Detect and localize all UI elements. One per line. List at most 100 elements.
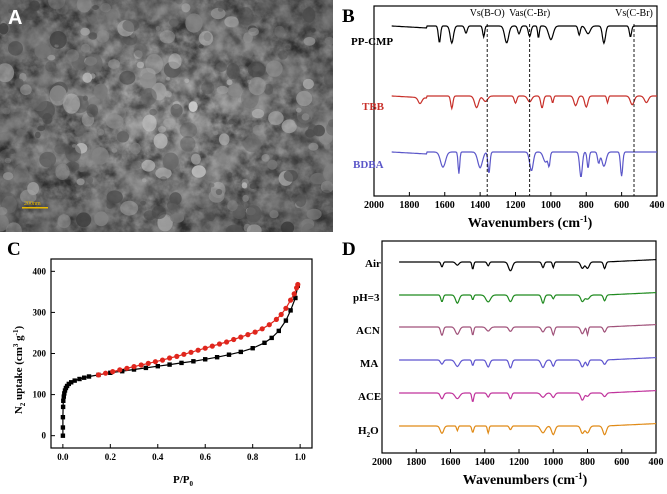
panel-c-isotherm-chart: C 0.0 0.2 0.4 0.6 0.8 1.0 0 100 200 300 400 N2 upt… (0, 233, 333, 489)
panel-d-letter: D (342, 239, 356, 260)
panel-d-ftir-chart: D Air pH=3 ACN MA ACE H2O 2000 1800 1600 14… (334, 233, 667, 489)
data-point-desorption (145, 360, 151, 366)
series-label-h2o: H2O (358, 425, 379, 439)
data-point-desorption (181, 351, 187, 357)
data-point-adsorption (214, 355, 220, 360)
data-point-desorption (291, 291, 297, 297)
x-tick-label: 1800 (406, 457, 426, 468)
data-point-adsorption (120, 369, 125, 374)
data-point-adsorption (250, 346, 255, 351)
data-point-adsorption (77, 376, 82, 382)
panel-b-letter: B (342, 6, 355, 27)
data-point-adsorption (131, 367, 137, 372)
data-point-desorption (159, 357, 166, 363)
data-point-desorption (238, 334, 244, 340)
data-point-adsorption (69, 380, 74, 385)
series-label-ph3: pH=3 (353, 292, 380, 304)
data-point-adsorption (191, 359, 196, 364)
data-point-adsorption (269, 335, 274, 341)
series-line-ma (399, 357, 656, 369)
x-tick-label: 2000 (372, 457, 392, 468)
y-tick-label: 100 (33, 390, 47, 400)
x-tick-label: 600 (614, 200, 629, 211)
panel-c-svg: C 0.0 0.2 0.4 0.6 0.8 1.0 0 100 200 300 400 N2 upt… (7, 239, 313, 488)
x-tick-label: 1000 (541, 200, 561, 211)
data-point-adsorption (293, 295, 298, 301)
panel-c-xlabel: P/P0 (173, 474, 194, 488)
data-point-adsorption (62, 391, 67, 396)
data-point-adsorption (238, 349, 243, 355)
data-point-desorption (283, 305, 289, 311)
panel-b-frame (373, 5, 658, 197)
data-point-desorption (278, 311, 284, 318)
x-tick-label: 0.4 (152, 452, 164, 462)
data-point-adsorption (276, 328, 281, 334)
panel-a-sem-image: A 200nm (0, 0, 333, 232)
x-tick-label: 1200 (506, 200, 526, 211)
data-point-desorption (138, 362, 144, 368)
panel-b-ftir-chart: B Vs(B-O) Vas(C-Br) Vs(C-Br) PP-CMP TBB … (334, 0, 667, 232)
x-tick-label: 1.0 (295, 452, 307, 462)
data-point-desorption (209, 343, 215, 349)
series-line-pp-cmp (391, 25, 657, 45)
series-label-bdba: BDBA (353, 159, 384, 171)
scale-bar (22, 207, 48, 209)
data-point-adsorption (283, 318, 289, 323)
series-line-air (399, 259, 656, 272)
x-tick-label: 400 (650, 200, 665, 211)
x-tick-label: 1200 (509, 457, 529, 468)
panel-c-ylabel: N2 uptake (cm3 g-1) (12, 326, 27, 415)
x-tick-label: 1400 (470, 200, 490, 211)
data-point-adsorption (66, 381, 71, 387)
series-line-ace (399, 390, 656, 402)
panel-b-svg: B Vs(B-O) Vas(C-Br) Vs(C-Br) PP-CMP TBB … (342, 5, 665, 231)
data-point-desorption (294, 285, 300, 291)
data-point-desorption (95, 372, 102, 378)
data-point-desorption (167, 355, 173, 361)
data-point-adsorption (167, 362, 172, 367)
data-point-desorption (124, 365, 130, 371)
data-point-desorption (117, 367, 123, 373)
x-tick-label: 0.2 (105, 452, 117, 462)
y-tick-label: 200 (33, 349, 47, 359)
x-tick-label: 0.8 (247, 452, 259, 462)
data-point-desorption (273, 316, 279, 322)
data-point-adsorption (155, 364, 160, 369)
data-point-adsorption (203, 357, 208, 362)
x-tick-label: 800 (580, 457, 595, 468)
series-label-acn: ACN (356, 325, 380, 337)
y-tick-label: 0 (42, 431, 47, 441)
series-line-h2o (399, 423, 656, 436)
data-point-desorption (195, 347, 201, 353)
data-point-adsorption (226, 352, 232, 357)
data-point-adsorption (288, 308, 293, 313)
data-point-desorption (231, 336, 237, 343)
series-label-air: Air (365, 258, 381, 270)
series-line-ph-3 (399, 292, 656, 305)
scale-bar-label: 200nm (24, 201, 41, 207)
panel-d-xlabel: Wavenumbers (cm-1) (463, 471, 588, 488)
data-point-desorption (103, 370, 109, 376)
data-point-desorption (188, 349, 194, 355)
y-tick-label: 400 (33, 266, 47, 276)
data-point-desorption (245, 332, 251, 338)
data-point-desorption (288, 297, 294, 303)
data-point-adsorption (60, 415, 66, 420)
annotation-vs-b-o: Vs(B-O) (470, 8, 505, 19)
panel-d-frame (381, 240, 657, 454)
data-point-desorption (174, 353, 180, 359)
data-point-desorption (152, 359, 158, 365)
series-label-ace: ACE (358, 391, 381, 403)
x-tick-label: 1000 (543, 457, 563, 468)
annotation-vs-c-br: Vs(C-Br) (615, 8, 653, 19)
data-point-desorption (202, 345, 208, 351)
panel-d-svg: D Air pH=3 ACN MA ACE H2O 2000 1800 1600 14… (342, 239, 664, 488)
data-point-desorption (224, 339, 230, 345)
annotation-vas-c-br: Vas(C-Br) (509, 8, 550, 19)
series-label-ma: MA (360, 358, 378, 370)
data-point-adsorption (60, 425, 66, 430)
data-point-adsorption (62, 388, 68, 393)
data-point-adsorption (82, 375, 87, 380)
x-tick-label: 1600 (441, 457, 461, 468)
data-point-adsorption (108, 370, 113, 375)
